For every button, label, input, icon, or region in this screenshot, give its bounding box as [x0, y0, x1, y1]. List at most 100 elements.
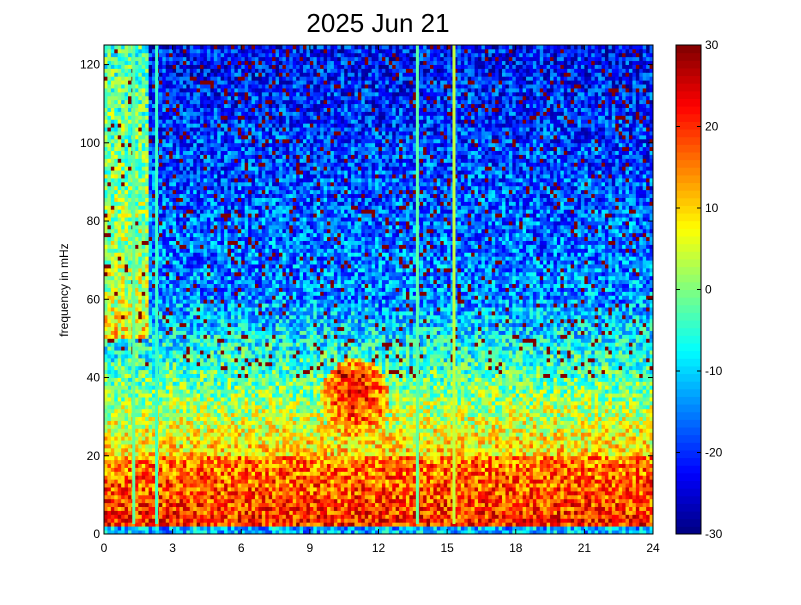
- heatmap-cell: [221, 456, 225, 460]
- heatmap-cell: [125, 448, 129, 452]
- heatmap-cell: [447, 468, 451, 472]
- heatmap-cell: [276, 448, 280, 452]
- heatmap-cell: [186, 475, 190, 479]
- heatmap-cell: [516, 491, 520, 495]
- heatmap-cell: [272, 444, 276, 448]
- heatmap-cell: [193, 503, 197, 507]
- heatmap-cell: [553, 440, 557, 444]
- heatmap-cell: [135, 511, 139, 515]
- heatmap-cell: [269, 448, 273, 452]
- heatmap-cell: [553, 507, 557, 511]
- heatmap-cell: [248, 479, 252, 483]
- heatmap-cell: [379, 421, 383, 425]
- heatmap-cell: [547, 507, 551, 511]
- heatmap-cell: [149, 421, 153, 425]
- heatmap-cell: [200, 479, 204, 483]
- heatmap-cell: [186, 522, 190, 526]
- heatmap-cell: [382, 444, 386, 448]
- heatmap-cell: [584, 507, 588, 511]
- heatmap-cell: [629, 518, 633, 522]
- heatmap-cell: [354, 471, 358, 475]
- heatmap-cell: [210, 421, 214, 425]
- heatmap-cell: [183, 479, 187, 483]
- heatmap-cell: [145, 479, 149, 483]
- heatmap-cell: [238, 499, 242, 503]
- heatmap-cell: [505, 495, 509, 499]
- heatmap-cell: [567, 518, 571, 522]
- heatmap-cell: [135, 479, 139, 483]
- heatmap-cell: [334, 424, 338, 428]
- heatmap-cell: [523, 487, 527, 491]
- heatmap-cell: [303, 436, 307, 440]
- heatmap-cell: [646, 413, 650, 417]
- heatmap-cell: [516, 421, 520, 425]
- heatmap-cell: [248, 471, 252, 475]
- heatmap-cell: [214, 417, 218, 421]
- heatmap-cell: [258, 452, 262, 456]
- heatmap-cell: [427, 452, 431, 456]
- heatmap-cell: [255, 526, 259, 530]
- heatmap-cell: [138, 507, 142, 511]
- heatmap-cell: [605, 432, 609, 436]
- heatmap-cell: [461, 460, 465, 464]
- heatmap-cell: [348, 421, 352, 425]
- heatmap-cell: [330, 440, 334, 444]
- heatmap-cell: [286, 518, 290, 522]
- heatmap-cell: [365, 475, 369, 479]
- heatmap-cell: [207, 409, 211, 413]
- heatmap-cell: [423, 424, 427, 428]
- heatmap-cell: [646, 507, 650, 511]
- heatmap-cell: [324, 479, 328, 483]
- heatmap-cell: [574, 514, 578, 518]
- heatmap-cell: [365, 471, 369, 475]
- heatmap-cell: [142, 456, 146, 460]
- heatmap-cell: [385, 495, 389, 499]
- heatmap-cell: [444, 514, 448, 518]
- heatmap-cell: [183, 487, 187, 491]
- heatmap-cell: [468, 456, 472, 460]
- heatmap-cell: [523, 417, 527, 421]
- heatmap-cell: [214, 475, 218, 479]
- heatmap-cell: [612, 424, 616, 428]
- heatmap-cell: [409, 471, 413, 475]
- heatmap-cell: [526, 495, 530, 499]
- heatmap-cell: [536, 460, 540, 464]
- heatmap-cell: [169, 514, 173, 518]
- heatmap-cell: [430, 514, 434, 518]
- heatmap-cell: [365, 522, 369, 526]
- heatmap-cell: [197, 421, 201, 425]
- heatmap-cell: [320, 440, 324, 444]
- heatmap-cell: [547, 428, 551, 432]
- heatmap-cell: [536, 471, 540, 475]
- heatmap-cell: [252, 436, 256, 440]
- heatmap-cell: [632, 428, 636, 432]
- heatmap-cell: [231, 421, 235, 425]
- heatmap-cell: [632, 495, 636, 499]
- heatmap-cell: [420, 428, 424, 432]
- heatmap-cell: [581, 495, 585, 499]
- heatmap-cell: [241, 471, 245, 475]
- heatmap-cell: [567, 444, 571, 448]
- heatmap-cell: [495, 487, 499, 491]
- heatmap-cell: [516, 456, 520, 460]
- heatmap-cell: [643, 421, 647, 425]
- heatmap-cell: [214, 507, 218, 511]
- heatmap-cell: [560, 421, 564, 425]
- heatmap-cell: [574, 413, 578, 417]
- heatmap-cell: [502, 464, 506, 468]
- heatmap-cell: [547, 479, 551, 483]
- heatmap-cell: [571, 511, 575, 515]
- heatmap-cell: [392, 456, 396, 460]
- heatmap-cell: [447, 413, 451, 417]
- heatmap-cell: [214, 514, 218, 518]
- heatmap-cell: [598, 522, 602, 526]
- heatmap-cell: [481, 479, 485, 483]
- heatmap-cell: [499, 507, 503, 511]
- heatmap-cell: [403, 460, 407, 464]
- heatmap-cell: [293, 503, 297, 507]
- heatmap-cell: [557, 507, 561, 511]
- heatmap-cell: [440, 436, 444, 440]
- heatmap-cell: [313, 503, 317, 507]
- heatmap-cell: [427, 499, 431, 503]
- heatmap-cell: [248, 468, 252, 472]
